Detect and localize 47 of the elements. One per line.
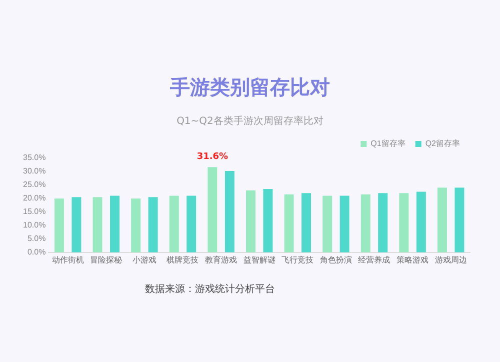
bar: [246, 190, 256, 252]
bar: [110, 196, 120, 252]
y-tick-label: 15.0%: [22, 207, 46, 216]
y-tick-label: 0.0%: [27, 248, 46, 257]
chart-subtitle: Q1~Q2各类手游次周留存率比对: [176, 114, 324, 128]
x-tick-label: 小游戏: [132, 255, 156, 264]
x-tick-label: 益智解谜: [243, 255, 276, 264]
bar: [302, 193, 311, 252]
bar: [186, 196, 196, 252]
bar: [416, 192, 426, 252]
x-tick-label: 策略游戏: [396, 255, 429, 264]
x-tick-label: 动作街机: [52, 255, 84, 264]
x-tick-label: 棋牌竞技: [166, 255, 199, 264]
y-tick-label: 25.0%: [22, 180, 46, 190]
legend-label: Q1留存率: [370, 139, 406, 148]
y-tick-label: 35.0%: [22, 153, 46, 162]
bar: [284, 194, 294, 252]
source-note: 数据来源：游戏统计分析平台: [145, 282, 275, 296]
bar: [360, 194, 370, 252]
bar: [72, 197, 82, 252]
bar: [208, 167, 218, 252]
legend-label: Q2留存率: [425, 139, 460, 148]
x-tick-label: 教育游戏: [205, 255, 238, 264]
x-tick-label: 飞行竞技: [282, 255, 314, 264]
x-tick-label: 游戏周边: [434, 255, 467, 264]
x-tick-label: 冒险探秘: [90, 255, 122, 264]
bar: [131, 198, 141, 252]
y-tick-label: 30.0%: [22, 166, 46, 176]
bar: [54, 198, 64, 252]
x-tick-label: 经营养成: [358, 255, 390, 264]
bar: [399, 193, 409, 252]
y-tick-label: 20.0%: [22, 194, 46, 203]
bar: [224, 170, 234, 252]
y-tick-label: 10.0%: [22, 220, 46, 230]
bar: [169, 196, 179, 252]
bar: [263, 189, 273, 252]
bar: [148, 197, 158, 252]
data-label: 31.6%: [196, 152, 228, 162]
bar: [322, 196, 332, 252]
bar: [378, 193, 388, 252]
y-tick-label: 5.0%: [27, 234, 46, 244]
bar: [454, 188, 464, 252]
chart-title: 手游类别留存比对: [169, 74, 331, 101]
bar: [92, 197, 102, 252]
bar: [437, 188, 447, 252]
x-tick-label: 角色扮演: [320, 255, 352, 264]
bar: [340, 196, 350, 252]
